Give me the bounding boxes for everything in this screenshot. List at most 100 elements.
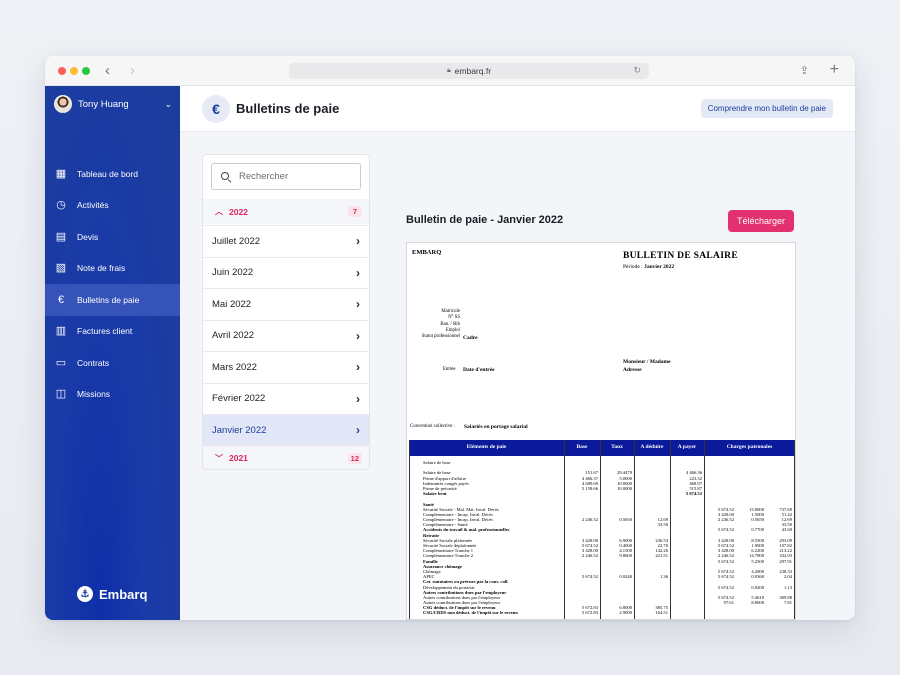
column-header: Eléments de paie <box>466 444 507 450</box>
cell-base: 151.67 <box>585 470 598 476</box>
cell-taux: 2.9000 <box>619 610 632 616</box>
cell-cm: 213.22 <box>779 548 792 554</box>
row-label: Autres contributions dues par l'employeu… <box>423 594 501 600</box>
table-row: Complémentaire Tranche 2 2 246.52 9.8600 22… <box>409 553 795 558</box>
cell-cb: 3 428.00 <box>717 511 734 517</box>
row-label: Complémentaire Tranche 2 <box>423 553 474 559</box>
entry-value: Date d'entrée <box>463 367 495 373</box>
cell-taux: 29.4479 <box>617 470 632 476</box>
sidebar-item-note-de-frais[interactable]: ▧ Note de frais <box>45 253 180 285</box>
cell-cb: 3 428.00 <box>717 537 734 543</box>
search-input[interactable] <box>239 171 349 182</box>
cell-taux: 0.0240 <box>619 574 632 580</box>
row-label: Complémentaire - Incap. Inval. Décès <box>423 517 493 523</box>
sidebar-item-label: Bulletins de paie <box>77 294 140 305</box>
table-row: CSG déduct. de l'impôt sur le revenu 5 67… <box>409 605 795 610</box>
sidebar-item-contrats[interactable]: ▭ Contrats <box>45 347 180 379</box>
table-row: Complémentaire - Incap. Inval. Décès 3 42… <box>409 512 795 517</box>
sidebar-item-tableau-de-bord[interactable]: ▦ Tableau de bord <box>45 158 180 190</box>
close-window-button[interactable] <box>58 67 66 75</box>
row-label: Salaire brut <box>423 491 447 497</box>
row-label: Sécurité Sociale déplafonnée <box>423 543 477 548</box>
cell-ct: 1.5000 <box>751 511 764 517</box>
month-item[interactable]: Mars 2022 › <box>203 351 369 383</box>
cell-cm: 12.69 <box>781 517 792 523</box>
cell-pay: 4 466.36 <box>685 470 702 476</box>
year-group-2021[interactable]: ﹀ 2021 12 <box>203 445 369 469</box>
status-value: Cadre <box>463 335 478 341</box>
cell-ct: 8.0000 <box>751 600 764 606</box>
row-label: Complémentaire - Incap. Inval. Décès <box>423 511 493 517</box>
row-label: Développement du portariat <box>423 584 475 590</box>
cell-base: 2 246.52 <box>581 553 598 559</box>
browser-window: ‹ › 🔒︎ embarq.fr ↻ ⇪ + Tony Huang ⌄ ▦ Tab… <box>45 56 855 620</box>
brand-name: Embarq <box>99 586 148 602</box>
sidebar-item-devis[interactable]: ▤ Devis <box>45 221 180 253</box>
sidebar-item-missions[interactable]: ◫ Missions <box>45 379 180 411</box>
cell-cm: 1.13 <box>783 584 792 590</box>
year-group-2022[interactable]: ︿ 2022 7 <box>203 199 369 224</box>
cell-base: 3 428.00 <box>581 548 598 554</box>
minimize-window-button[interactable] <box>70 67 78 75</box>
row-label: Salaire de base <box>423 470 451 476</box>
sidebar-item-bulletins-de-paie[interactable]: € Bulletins de paie <box>45 284 180 316</box>
brand[interactable]: ⚓︎ Embarq <box>77 586 147 602</box>
table-row: APEC 5 674.52 0.0240 1.36 5 674.52 0.0360 2.04 <box>409 574 795 579</box>
document-title: Bulletin de paie - Janvier 2022 <box>406 214 564 226</box>
cell-ded: 385.75 <box>655 605 668 611</box>
cell-ct: 8.5500 <box>751 537 764 543</box>
share-icon[interactable]: ⇪ <box>799 65 809 77</box>
month-item[interactable]: Avril 2022 › <box>203 319 369 352</box>
cell-cb: 2 246.52 <box>717 553 734 559</box>
table-row: Salaire brut 5 674.52 <box>409 491 795 496</box>
table-rule <box>564 440 565 619</box>
cell-ct: 4.2000 <box>751 568 764 574</box>
download-button[interactable]: Télécharger <box>728 210 795 232</box>
maximize-window-button[interactable] <box>82 67 90 75</box>
recipient-line: Monsieur / Madame <box>623 359 671 365</box>
cell-pay: 468.97 <box>689 480 702 486</box>
year-label: 2022 <box>229 206 248 217</box>
user-menu[interactable]: Tony Huang ⌄ <box>54 95 172 113</box>
column-header: Base <box>576 444 588 450</box>
row-label: CSG/CRDS non déduct. de l'impôt sur le r… <box>423 610 518 616</box>
cell-cb: 5 674.52 <box>717 568 734 574</box>
chevron-right-icon: › <box>356 265 360 280</box>
row-label: Prime d'apport d'affaire <box>423 475 467 481</box>
sidebar-item-factures-client[interactable]: ▥ Factures client <box>45 316 180 348</box>
month-item[interactable]: Mai 2022 › <box>203 288 369 320</box>
table-row: Accidents du travail & mal. professionne… <box>409 527 795 532</box>
table-row: Sécurité Sociale plafonnée 3 428.00 6.9000… <box>409 538 795 543</box>
payslip-list-panel: ︿ 2022 7 Juillet 2022› Juin 2022 › Mai 2022… <box>202 154 370 470</box>
month-label: Juin 2022 <box>212 267 254 279</box>
cell-cm: 51.42 <box>781 511 792 517</box>
sidebar-item-label: Factures client <box>77 326 133 337</box>
payslip-table: Eléments de paie Base Taux A déduire A p… <box>409 440 795 619</box>
employee-field-label: Statut professionnel <box>421 334 460 340</box>
forward-arrow-icon[interactable]: › <box>130 62 135 79</box>
sidebar-item-label: Contrats <box>77 357 110 368</box>
month-item[interactable]: Février 2022 › <box>203 382 369 415</box>
cell-cm: 737.69 <box>779 506 792 512</box>
month-item[interactable]: Juillet 2022 › <box>203 225 369 257</box>
help-button[interactable]: Comprendre mon bulletin de paie <box>700 99 833 118</box>
reload-icon[interactable]: ↻ <box>633 65 641 75</box>
sidebar-item-label: Tableau de bord <box>77 168 138 179</box>
month-item[interactable]: Janvier 2022 › <box>203 414 369 446</box>
table-row: Salaire de base 151.67 29.4479 4 466.36 <box>409 470 795 475</box>
cell-taux: 0.4000 <box>619 543 632 548</box>
briefcase-icon: ◫ <box>55 388 67 401</box>
chevron-right-icon: › <box>356 328 360 343</box>
search-box[interactable] <box>211 163 361 190</box>
sidebar-item-activités[interactable]: ◷ Activités <box>45 190 180 222</box>
month-label: Janvier 2022 <box>212 424 267 436</box>
cell-base: 4 689.69 <box>581 480 598 486</box>
period-label: Période : <box>623 264 643 270</box>
table-rule <box>794 440 795 619</box>
month-label: Février 2022 <box>212 393 266 405</box>
row-label: Santé <box>423 501 434 507</box>
back-arrow-icon[interactable]: ‹ <box>105 62 110 79</box>
new-tab-icon[interactable]: + <box>829 61 839 78</box>
month-item[interactable]: Juin 2022 › <box>203 256 369 289</box>
address-bar[interactable]: 🔒︎ embarq.fr ↻ <box>289 63 649 79</box>
